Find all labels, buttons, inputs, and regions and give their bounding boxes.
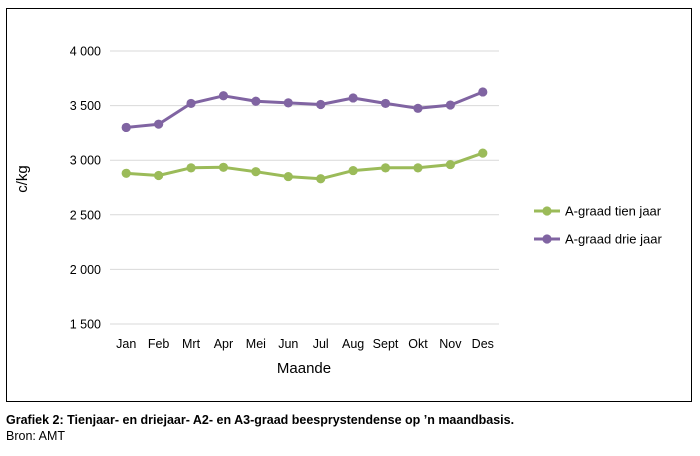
data-point bbox=[283, 171, 293, 182]
data-point bbox=[316, 174, 326, 184]
data-point bbox=[186, 98, 196, 109]
data-point bbox=[413, 163, 423, 173]
y-axis-title: c/kg bbox=[14, 165, 31, 193]
legend: A-graad tien jaar A-graad drie jaar bbox=[534, 204, 662, 247]
data-point bbox=[445, 159, 455, 170]
data-point bbox=[348, 93, 358, 103]
x-tick-label: Okt bbox=[408, 337, 428, 351]
data-point bbox=[186, 163, 196, 173]
x-tick-label: Sept bbox=[373, 337, 399, 351]
x-tick-label: Feb bbox=[148, 337, 170, 351]
data-point bbox=[218, 91, 229, 101]
y-tick-label: 4 000 bbox=[70, 45, 101, 59]
data-point bbox=[218, 162, 229, 172]
data-point bbox=[251, 167, 261, 177]
legend-swatch-marker bbox=[542, 234, 552, 244]
data-point bbox=[478, 148, 488, 158]
series-line-1 bbox=[126, 90, 484, 129]
y-tick-label: 2 500 bbox=[70, 208, 101, 222]
data-point bbox=[316, 99, 326, 110]
y-tick-labels: 4 000 3 500 3 000 2 500 2 000 1 500 bbox=[70, 45, 101, 332]
x-tick-label: Jan bbox=[116, 337, 136, 351]
data-point bbox=[348, 165, 358, 176]
line-chart: 4 000 3 500 3 000 2 500 2 000 1 500 Jan Feb Mrt… bbox=[14, 45, 662, 378]
data-point bbox=[478, 87, 488, 97]
data-point bbox=[154, 119, 164, 129]
data-point bbox=[380, 98, 391, 109]
gridlines bbox=[110, 50, 499, 325]
figure-caption: Grafiek 2: Tienjaar- en driejaar- A2- en… bbox=[6, 412, 696, 444]
x-tick-label: Des bbox=[472, 337, 494, 351]
x-tick-label: Mei bbox=[246, 337, 266, 351]
x-tick-label: Mrt bbox=[182, 337, 201, 351]
data-point bbox=[283, 98, 293, 108]
data-point bbox=[413, 103, 423, 113]
data-point bbox=[445, 100, 455, 110]
chart-frame: 4 000 3 500 3 000 2 500 2 000 1 500 Jan Feb Mrt… bbox=[6, 8, 692, 402]
x-axis-title: Maande bbox=[277, 360, 331, 377]
caption-title: Grafiek 2: Tienjaar- en driejaar- A2- en… bbox=[6, 413, 515, 427]
x-tick-label: Jul bbox=[313, 337, 329, 351]
data-point bbox=[380, 163, 391, 173]
y-tick-label: 2 000 bbox=[70, 263, 101, 277]
data-point bbox=[121, 168, 131, 178]
y-tick-label: 3 500 bbox=[70, 99, 101, 113]
y-tick-label: 3 000 bbox=[70, 154, 101, 168]
x-tick-label: Jun bbox=[278, 337, 298, 351]
legend-swatch-marker bbox=[542, 206, 552, 216]
x-tick-label: Nov bbox=[439, 337, 462, 351]
series-lines bbox=[121, 87, 488, 184]
x-tick-label: Apr bbox=[214, 337, 233, 351]
legend-label: A-graad drie jaar bbox=[565, 232, 662, 247]
x-tick-labels: Jan Feb Mrt Apr Mei Jun Jul Aug Sept Okt Nov Des bbox=[116, 337, 494, 351]
data-point bbox=[121, 122, 131, 133]
x-tick-label: Aug bbox=[342, 337, 364, 351]
y-tick-label: 1 500 bbox=[70, 318, 101, 332]
data-point bbox=[154, 170, 164, 181]
data-point bbox=[251, 96, 261, 106]
series-line-0 bbox=[126, 151, 484, 181]
legend-label: A-graad tien jaar bbox=[565, 204, 662, 219]
caption-source: Bron: AMT bbox=[6, 429, 66, 443]
